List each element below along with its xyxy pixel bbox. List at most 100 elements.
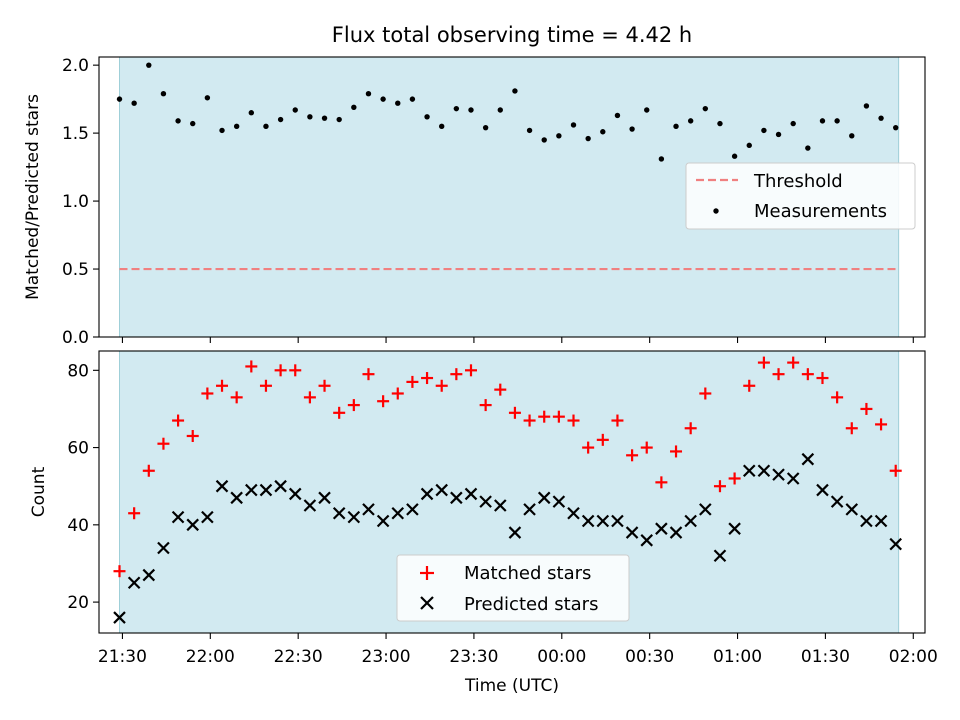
ratio-panel: 0.00.51.01.52.0 Matched/Predicted stars … xyxy=(23,56,926,348)
matched-star-point xyxy=(245,360,258,373)
measurement-point xyxy=(600,129,606,135)
matched-star-point xyxy=(128,507,141,520)
matched-star-point xyxy=(596,433,609,446)
count-y-label: Count xyxy=(29,466,49,517)
measurement-point xyxy=(453,105,460,112)
matched-star-point xyxy=(362,368,375,381)
time-x-tick-label: 00:30 xyxy=(625,647,674,667)
measurement-point xyxy=(761,127,767,134)
matched-star-point xyxy=(479,399,492,412)
predicted-star-point xyxy=(845,503,859,516)
measurements-legend-swatch xyxy=(713,208,719,214)
measurement-point xyxy=(439,123,445,130)
time-x-axis: 21:30 22:00 22:30 23:00 23:30 00:00 00:30 01:00… xyxy=(98,633,938,667)
matched-star-point xyxy=(494,383,507,396)
count-y-tick-label: 20 xyxy=(67,593,89,613)
measurement-point xyxy=(395,100,401,106)
matched-star-point xyxy=(201,387,214,400)
predicted-star-point xyxy=(581,514,595,528)
matched-star-point xyxy=(816,372,829,385)
measurement-point xyxy=(863,103,870,109)
matched-star-point xyxy=(743,379,756,392)
predicted-star-point xyxy=(537,491,551,505)
x-axis-label: Time (UTC) xyxy=(464,676,559,696)
matched-star-point xyxy=(875,418,888,431)
matched-legend-swatch xyxy=(420,566,434,580)
matched-star-point xyxy=(303,391,316,404)
measurement-point xyxy=(805,145,811,151)
measurement-point xyxy=(541,137,547,143)
measurement-point xyxy=(702,105,709,112)
measurement-point xyxy=(336,116,342,123)
predicted-star-point xyxy=(874,514,888,528)
matched-star-point xyxy=(523,414,536,427)
predicted-star-point xyxy=(786,472,800,485)
time-x-tick-label: 22:00 xyxy=(186,647,235,667)
matched-star-point xyxy=(406,375,419,388)
time-x-tick-label: 23:30 xyxy=(449,647,498,667)
measurement-point xyxy=(204,95,211,101)
time-x-tick-label: 02:00 xyxy=(889,647,938,667)
matched-star-point xyxy=(391,387,404,400)
ratio-y-tick-label: 1.5 xyxy=(62,124,89,144)
predicted-star-point xyxy=(889,537,902,551)
measurement-point xyxy=(292,107,298,113)
matched-star-point xyxy=(230,391,243,404)
measurement-points xyxy=(116,62,899,162)
time-x-tick-label: 21:30 xyxy=(98,647,147,667)
predicted-star-point xyxy=(186,518,200,532)
ratio-y-tick-label: 0.5 xyxy=(62,260,89,280)
time-x-tick-label: 00:00 xyxy=(537,647,586,667)
matched-star-point xyxy=(142,464,155,477)
matched-star-point xyxy=(347,399,360,412)
measurement-point xyxy=(424,114,430,120)
matched-star-point xyxy=(728,472,741,485)
matched-star-point xyxy=(772,368,785,381)
predicted-star-point xyxy=(830,495,844,508)
matched-stars-points xyxy=(113,356,902,578)
matched-star-point xyxy=(699,387,712,400)
predicted-star-point xyxy=(552,495,566,508)
measurement-point xyxy=(849,133,855,139)
measurement-point xyxy=(834,118,840,124)
count-legend: Matched stars Predicted stars xyxy=(396,554,630,622)
measurement-point xyxy=(746,142,752,149)
measurement-point xyxy=(233,123,240,130)
matched-star-point xyxy=(538,410,551,423)
matched-star-point xyxy=(113,565,126,578)
measurement-point xyxy=(277,116,284,123)
measurement-point xyxy=(570,122,577,128)
predicted-star-point xyxy=(567,506,580,520)
measurement-point xyxy=(893,124,899,131)
predicted-star-point xyxy=(435,483,448,497)
measurement-point xyxy=(629,126,635,132)
ratio-y-label: Matched/Predicted stars xyxy=(23,94,43,300)
predicted-star-point xyxy=(450,491,463,505)
measurement-point xyxy=(482,124,489,131)
measurement-point xyxy=(658,156,665,162)
matched-star-point xyxy=(567,414,580,427)
predicted-star-point xyxy=(523,503,536,516)
matched-star-point xyxy=(626,449,639,462)
measurement-point xyxy=(263,123,269,130)
time-x-tick-label: 23:00 xyxy=(362,647,411,667)
measurement-point xyxy=(819,118,826,124)
matched-star-point xyxy=(831,391,844,404)
ratio-y-tick-label: 2.0 xyxy=(62,56,89,76)
matched-star-point xyxy=(157,437,170,450)
predicted-star-point xyxy=(318,491,331,505)
predicted-star-point xyxy=(655,522,668,535)
count-y-tick-label: 80 xyxy=(67,361,89,381)
ratio-y-tick-label: 1.0 xyxy=(62,192,89,212)
chart-title: Flux total observing time = 4.42 h xyxy=(332,23,692,47)
predicted-star-point xyxy=(259,483,273,497)
predicted-star-point xyxy=(596,514,610,528)
ratio-frame xyxy=(98,56,926,338)
predicted-star-point xyxy=(742,464,756,478)
measurement-point xyxy=(321,115,328,121)
measurement-point xyxy=(351,104,357,110)
threshold-legend-label: Threshold xyxy=(753,171,843,192)
predicted-star-point xyxy=(713,549,727,563)
measurement-point xyxy=(131,100,137,106)
ratio-y-axis: 0.0 0.5 1.0 1.5 2.0 xyxy=(62,56,99,348)
